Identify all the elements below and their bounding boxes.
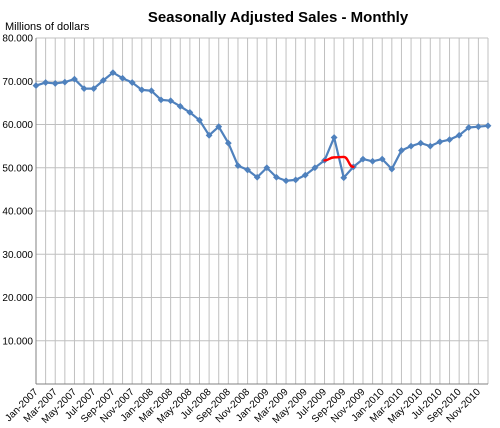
data-point bbox=[378, 155, 386, 163]
data-point bbox=[388, 165, 396, 173]
data-point bbox=[234, 162, 242, 169]
y-tick-label: 20.000 bbox=[2, 293, 33, 304]
data-point bbox=[340, 174, 348, 182]
data-point bbox=[138, 86, 146, 94]
data-point bbox=[109, 69, 117, 76]
data-point bbox=[455, 131, 463, 139]
data-point bbox=[369, 157, 376, 165]
data-point bbox=[426, 142, 434, 150]
data-point bbox=[446, 136, 453, 144]
data-point bbox=[90, 85, 98, 93]
data-point bbox=[436, 138, 444, 146]
data-point bbox=[407, 142, 415, 150]
data-point bbox=[205, 131, 213, 139]
data-point bbox=[359, 155, 367, 163]
data-point bbox=[51, 80, 59, 87]
data-point bbox=[32, 82, 40, 89]
y-tick-label: 60.000 bbox=[2, 120, 33, 131]
y-tick-label: 40.000 bbox=[2, 207, 33, 218]
data-point bbox=[176, 102, 184, 110]
data-point bbox=[398, 147, 405, 154]
data-point bbox=[215, 123, 223, 131]
x-tick-labels: Jan-2007Mar-2007May-2007Jul-2007Sep-2007… bbox=[3, 387, 483, 427]
y-tick-label: 10.000 bbox=[2, 336, 33, 347]
red-trend-line bbox=[323, 155, 355, 169]
data-point bbox=[417, 139, 425, 147]
axes bbox=[35, 38, 488, 385]
data-point bbox=[167, 97, 175, 105]
data-point bbox=[99, 76, 107, 84]
data-point bbox=[282, 177, 290, 185]
y-tick-label: 70.000 bbox=[2, 77, 33, 88]
data-point bbox=[128, 79, 136, 86]
data-point bbox=[253, 173, 261, 181]
data-point bbox=[330, 134, 338, 141]
data-point bbox=[484, 122, 492, 130]
data-point bbox=[157, 96, 165, 104]
data-point bbox=[244, 166, 251, 174]
y-tick-label: 80.000 bbox=[2, 34, 33, 45]
data-point bbox=[196, 116, 203, 124]
series-layer bbox=[32, 69, 492, 185]
y-tick-label: 30.000 bbox=[2, 250, 33, 261]
data-point bbox=[301, 171, 309, 179]
data-point bbox=[465, 124, 473, 131]
data-point bbox=[186, 108, 194, 116]
data-point bbox=[61, 78, 69, 86]
data-point bbox=[311, 164, 319, 172]
data-point bbox=[71, 75, 78, 83]
y-axis-label: Millions of dollars bbox=[5, 21, 90, 33]
data-point bbox=[42, 79, 50, 86]
y-tick-label: 50.000 bbox=[2, 163, 33, 174]
y-tick-labels: 10.000 20.000 30.000 40.000 50.000 60.000 70.0… bbox=[2, 34, 33, 348]
data-point bbox=[474, 123, 482, 131]
data-point bbox=[80, 85, 88, 93]
data-point bbox=[292, 176, 300, 184]
data-point bbox=[263, 164, 271, 172]
gridlines bbox=[35, 37, 489, 384]
data-point bbox=[119, 74, 126, 82]
data-point bbox=[273, 173, 280, 181]
data-point bbox=[224, 139, 232, 147]
data-point bbox=[148, 87, 155, 95]
chart-title: Seasonally Adjusted Sales - Monthly bbox=[148, 9, 409, 26]
